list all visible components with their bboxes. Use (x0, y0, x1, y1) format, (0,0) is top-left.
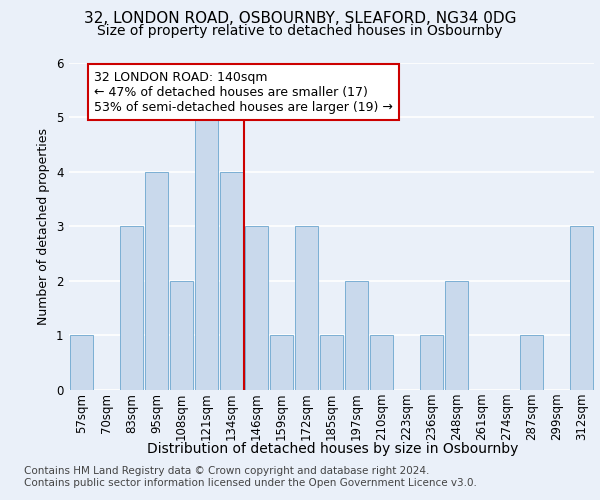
Bar (295, 226, 318, 390)
Bar (70, 336, 93, 390)
Bar (120, 226, 143, 390)
Bar (320, 336, 343, 390)
Bar (245, 226, 268, 390)
Text: Size of property relative to detached houses in Osbournby: Size of property relative to detached ho… (97, 24, 503, 38)
Text: 32 LONDON ROAD: 140sqm
← 47% of detached houses are smaller (17)
53% of semi-det: 32 LONDON ROAD: 140sqm ← 47% of detached… (94, 70, 393, 114)
Text: 32, LONDON ROAD, OSBOURNBY, SLEAFORD, NG34 0DG: 32, LONDON ROAD, OSBOURNBY, SLEAFORD, NG… (84, 11, 516, 26)
Bar (170, 281, 193, 390)
Bar (570, 226, 593, 390)
Bar (445, 281, 468, 390)
Bar (145, 172, 168, 390)
Bar (220, 172, 243, 390)
Bar (420, 336, 443, 390)
Bar (195, 117, 218, 390)
Text: Contains HM Land Registry data © Crown copyright and database right 2024.
Contai: Contains HM Land Registry data © Crown c… (24, 466, 477, 487)
Text: Distribution of detached houses by size in Osbournby: Distribution of detached houses by size … (148, 442, 518, 456)
Bar (520, 336, 543, 390)
Bar (270, 336, 293, 390)
Y-axis label: Number of detached properties: Number of detached properties (37, 128, 50, 325)
Bar (345, 281, 368, 390)
Bar (370, 336, 393, 390)
